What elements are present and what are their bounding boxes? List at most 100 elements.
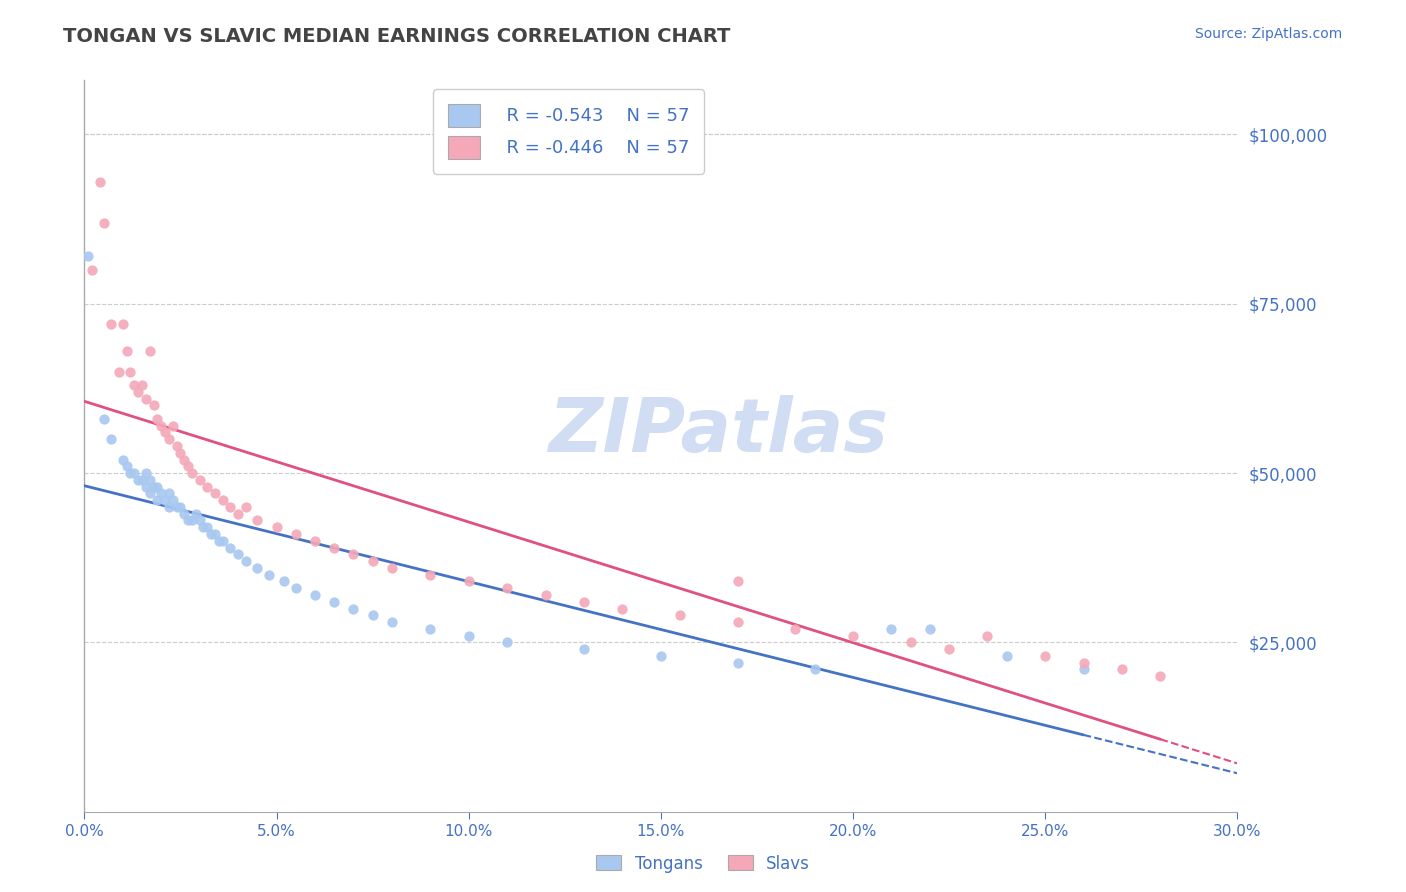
Point	[419, 622, 441, 636]
Point	[131, 378, 153, 392]
Point	[1149, 669, 1171, 683]
Point	[612, 601, 634, 615]
Point	[195, 480, 218, 494]
Point	[127, 473, 149, 487]
Legend:   R = -0.543    N = 57,   R = -0.446    N = 57: R = -0.543 N = 57, R = -0.446 N = 57	[433, 89, 704, 174]
Point	[177, 514, 200, 528]
Point	[138, 486, 160, 500]
Point	[226, 507, 249, 521]
Point	[150, 486, 173, 500]
Point	[284, 581, 307, 595]
Point	[135, 480, 157, 494]
Point	[138, 473, 160, 487]
Point	[135, 466, 157, 480]
Point	[153, 493, 176, 508]
Point	[177, 459, 200, 474]
Point	[100, 432, 122, 446]
Point	[219, 541, 242, 555]
Point	[111, 452, 134, 467]
Point	[124, 466, 146, 480]
Point	[127, 384, 149, 399]
Point	[785, 622, 807, 636]
Point	[572, 595, 595, 609]
Point	[650, 648, 672, 663]
Point	[900, 635, 922, 649]
Point	[77, 249, 100, 263]
Point	[181, 514, 204, 528]
Point	[162, 418, 184, 433]
Point	[166, 439, 188, 453]
Point	[842, 629, 865, 643]
Point	[211, 493, 233, 508]
Point	[1073, 663, 1095, 677]
Point	[204, 486, 226, 500]
Point	[219, 500, 242, 514]
Point	[211, 533, 233, 548]
Text: TONGAN VS SLAVIC MEDIAN EARNINGS CORRELATION CHART: TONGAN VS SLAVIC MEDIAN EARNINGS CORRELA…	[63, 27, 731, 45]
Point	[1073, 656, 1095, 670]
Text: ZIPatlas: ZIPatlas	[548, 395, 889, 468]
Point	[150, 418, 173, 433]
Point	[173, 452, 195, 467]
Point	[419, 567, 441, 582]
Point	[304, 533, 326, 548]
Point	[342, 601, 364, 615]
Point	[138, 344, 160, 359]
Point	[153, 425, 176, 440]
Point	[1033, 648, 1056, 663]
Point	[361, 608, 384, 623]
Point	[204, 527, 226, 541]
Point	[342, 547, 364, 561]
Point	[181, 466, 204, 480]
Point	[457, 629, 479, 643]
Point	[111, 317, 134, 331]
Point	[157, 500, 180, 514]
Point	[135, 392, 157, 406]
Point	[273, 574, 295, 589]
Point	[146, 412, 169, 426]
Point	[108, 364, 131, 378]
Point	[323, 595, 346, 609]
Point	[80, 263, 103, 277]
Text: Source: ZipAtlas.com: Source: ZipAtlas.com	[1195, 27, 1343, 41]
Point	[246, 561, 269, 575]
Point	[146, 493, 169, 508]
Point	[157, 432, 180, 446]
Point	[173, 507, 195, 521]
Point	[169, 500, 191, 514]
Point	[195, 520, 218, 534]
Point	[257, 567, 280, 582]
Point	[157, 486, 180, 500]
Point	[246, 514, 269, 528]
Point	[208, 533, 231, 548]
Point	[803, 663, 825, 677]
Point	[131, 473, 153, 487]
Point	[188, 473, 211, 487]
Point	[496, 581, 519, 595]
Point	[93, 412, 115, 426]
Point	[169, 446, 191, 460]
Legend: Tongans, Slavs: Tongans, Slavs	[589, 848, 817, 880]
Point	[200, 527, 222, 541]
Point	[188, 514, 211, 528]
Point	[142, 398, 165, 412]
Point	[976, 629, 998, 643]
Point	[727, 574, 749, 589]
Point	[93, 215, 115, 229]
Point	[727, 656, 749, 670]
Point	[880, 622, 903, 636]
Point	[120, 364, 142, 378]
Point	[381, 561, 404, 575]
Point	[361, 554, 384, 568]
Point	[323, 541, 346, 555]
Point	[115, 344, 138, 359]
Point	[381, 615, 404, 629]
Point	[89, 175, 111, 189]
Point	[184, 507, 207, 521]
Point	[918, 622, 941, 636]
Point	[304, 588, 326, 602]
Point	[284, 527, 307, 541]
Point	[669, 608, 692, 623]
Point	[534, 588, 557, 602]
Point	[1111, 663, 1133, 677]
